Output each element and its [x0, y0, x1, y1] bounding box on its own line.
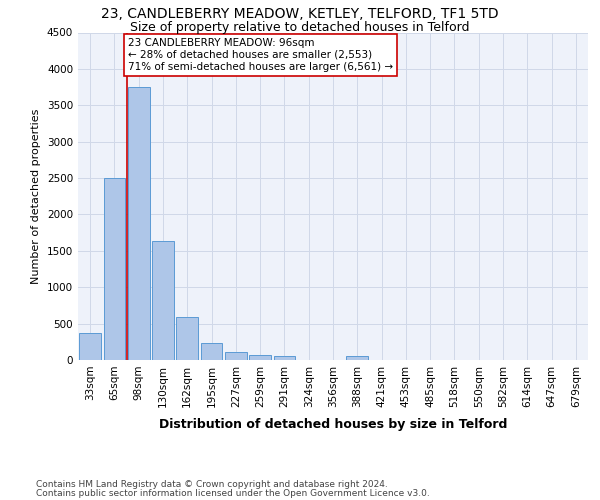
- Bar: [225, 352, 247, 360]
- Text: 23, CANDLEBERRY MEADOW, KETLEY, TELFORD, TF1 5TD: 23, CANDLEBERRY MEADOW, KETLEY, TELFORD,…: [101, 8, 499, 22]
- Bar: [152, 240, 174, 360]
- Text: 23 CANDLEBERRY MEADOW: 96sqm
← 28% of detached houses are smaller (2,553)
71% of: 23 CANDLEBERRY MEADOW: 96sqm ← 28% of de…: [128, 38, 393, 72]
- Bar: [128, 87, 149, 360]
- Bar: [104, 178, 125, 360]
- Bar: [79, 333, 101, 360]
- X-axis label: Distribution of detached houses by size in Telford: Distribution of detached houses by size …: [159, 418, 507, 431]
- Y-axis label: Number of detached properties: Number of detached properties: [31, 108, 41, 284]
- Bar: [249, 356, 271, 360]
- Bar: [200, 344, 223, 360]
- Bar: [274, 356, 295, 360]
- Bar: [176, 317, 198, 360]
- Text: Size of property relative to detached houses in Telford: Size of property relative to detached ho…: [130, 21, 470, 34]
- Text: Contains HM Land Registry data © Crown copyright and database right 2024.: Contains HM Land Registry data © Crown c…: [36, 480, 388, 489]
- Text: Contains public sector information licensed under the Open Government Licence v3: Contains public sector information licen…: [36, 488, 430, 498]
- Bar: [346, 356, 368, 360]
